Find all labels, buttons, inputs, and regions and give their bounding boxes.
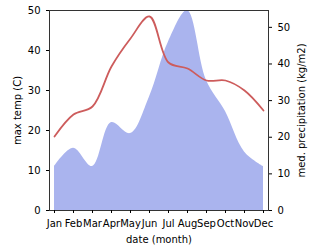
svg-text:50: 50 (278, 22, 291, 33)
svg-text:Feb: Feb (65, 218, 83, 229)
svg-text:10: 10 (28, 165, 41, 176)
svg-text:date (month): date (month) (126, 234, 192, 245)
svg-text:20: 20 (28, 125, 41, 136)
svg-text:40: 40 (28, 45, 41, 56)
svg-text:Jan: Jan (46, 218, 62, 229)
svg-text:0: 0 (278, 205, 284, 216)
svg-text:max temp (C): max temp (C) (12, 76, 23, 145)
svg-text:May: May (120, 218, 141, 229)
svg-text:0: 0 (34, 205, 40, 216)
svg-text:Dec: Dec (254, 218, 273, 229)
svg-text:30: 30 (28, 85, 41, 96)
svg-text:50: 50 (28, 5, 41, 16)
svg-text:30: 30 (278, 95, 291, 106)
svg-text:Jul: Jul (161, 218, 174, 229)
svg-text:Oct: Oct (217, 218, 234, 229)
svg-text:med. precipitation (kg/m2): med. precipitation (kg/m2) (296, 43, 307, 177)
svg-text:Apr: Apr (103, 218, 121, 229)
svg-text:Jun: Jun (141, 218, 158, 229)
svg-text:10: 10 (278, 168, 291, 179)
svg-text:Mar: Mar (83, 218, 103, 229)
svg-text:Aug: Aug (178, 218, 198, 229)
svg-text:Nov: Nov (235, 218, 255, 229)
svg-text:Sep: Sep (197, 218, 216, 229)
svg-text:40: 40 (278, 58, 291, 69)
svg-text:20: 20 (278, 131, 291, 142)
